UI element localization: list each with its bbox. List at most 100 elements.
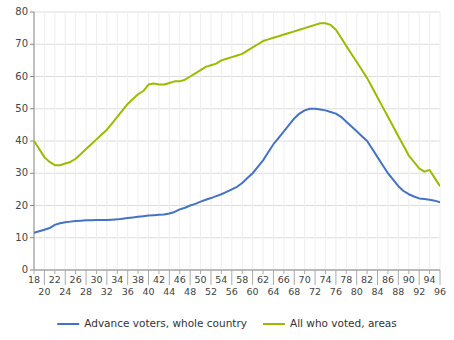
grid-line-y [34,237,440,238]
grid-line-x [231,12,232,270]
x-tick-label: 20 [38,286,50,297]
y-tick [30,12,34,13]
x-tick [440,270,441,285]
x-tick-label: 24 [59,286,71,297]
x-tick-label: 68 [288,286,300,297]
y-tick-label: 80 [15,6,28,17]
x-tick-label: 46 [174,274,186,285]
grid-line-x [44,12,45,270]
grid-line-x [179,12,180,270]
grid-line-x [419,12,420,270]
grid-line-x [148,12,149,270]
grid-line-x [86,12,87,270]
y-axis: 01020304050607080 [15,6,34,275]
grid-line-x [169,12,170,270]
x-tick-label: 60 [247,286,259,297]
x-tick [127,270,128,285]
x-tick [335,270,336,285]
grid-line-x [429,12,430,270]
series-line [34,109,440,233]
grid-line-x [377,12,378,270]
x-tick-label: 90 [403,274,415,285]
x-tick-label: 42 [153,274,165,285]
legend-item: All who voted, areas [263,317,397,329]
x-tick-label: 70 [299,274,311,285]
grid-line-x [398,12,399,270]
y-tick [30,44,34,45]
x-tick-label: 76 [330,286,342,297]
x-tick-label: 74 [319,274,331,285]
y-tick [30,270,34,271]
grid-line-x [138,12,139,270]
x-tick [169,270,170,285]
x-tick-label: 58 [236,274,248,285]
grid-line-y [34,173,440,174]
x-tick-label: 44 [163,286,175,297]
y-tick-label: 20 [15,200,28,211]
legend-label: All who voted, areas [290,317,397,329]
x-tick-label: 84 [371,286,383,297]
y-tick [30,173,34,174]
x-tick-label: 28 [80,286,92,297]
grid-line-x [221,12,222,270]
x-tick-label: 36 [122,286,134,297]
grid-line-x [252,12,253,270]
x-tick-label: 22 [49,274,61,285]
x-tick [210,270,211,285]
x-tick-label: 62 [257,274,269,285]
x-tick [65,270,66,285]
grid-line-y [34,205,440,206]
grid-line-x [242,12,243,270]
x-tick-label: 92 [413,286,425,297]
x-tick-label: 50 [195,274,207,285]
grid-line-x [54,12,55,270]
x-tick-label: 78 [340,274,352,285]
grid-line-x [325,12,326,270]
x-tick-label: 64 [267,286,279,297]
y-tick-label: 60 [15,71,28,82]
y-tick-label: 40 [15,135,28,146]
x-tick-label: 96 [434,286,446,297]
grid-line-x [440,12,441,270]
grid-line-x [158,12,159,270]
grid-line-x [273,12,274,270]
y-tick-label: 10 [15,232,28,243]
x-tick [356,270,357,285]
grid-line-x [263,12,264,270]
x-tick [252,270,253,285]
grid-line-x [408,12,409,270]
x-tick [86,270,87,285]
x-tick-label: 32 [101,286,113,297]
grid-line-x [387,12,388,270]
y-tick-label: 70 [15,38,28,49]
x-tick [315,270,316,285]
x-tick-label: 18 [28,274,40,285]
x-tick-label: 40 [142,286,154,297]
x-tick-label: 48 [184,286,196,297]
x-axis-line [34,270,440,271]
legend-item: Advance voters, whole country [57,317,247,329]
y-tick [30,108,34,109]
x-tick-label: 52 [205,286,217,297]
x-tick-label: 86 [382,274,394,285]
grid-line-x [210,12,211,270]
grid-line-x [190,12,191,270]
grid-line-x [335,12,336,270]
y-tick [30,205,34,206]
x-tick [44,270,45,285]
grid-line-x [65,12,66,270]
x-axis: 1820222426283032343638404244464850525456… [28,270,446,297]
x-tick [398,270,399,285]
grid-line-y [34,44,440,45]
x-tick [190,270,191,285]
x-tick [273,270,274,285]
grid-line-x [304,12,305,270]
grid-line-y [34,270,440,271]
grid [34,12,440,270]
grid-line-y [34,12,440,13]
y-tick [30,237,34,238]
grid-line-x [346,12,347,270]
x-tick-label: 72 [309,286,321,297]
grid-line-x [117,12,118,270]
x-tick-label: 88 [392,286,404,297]
